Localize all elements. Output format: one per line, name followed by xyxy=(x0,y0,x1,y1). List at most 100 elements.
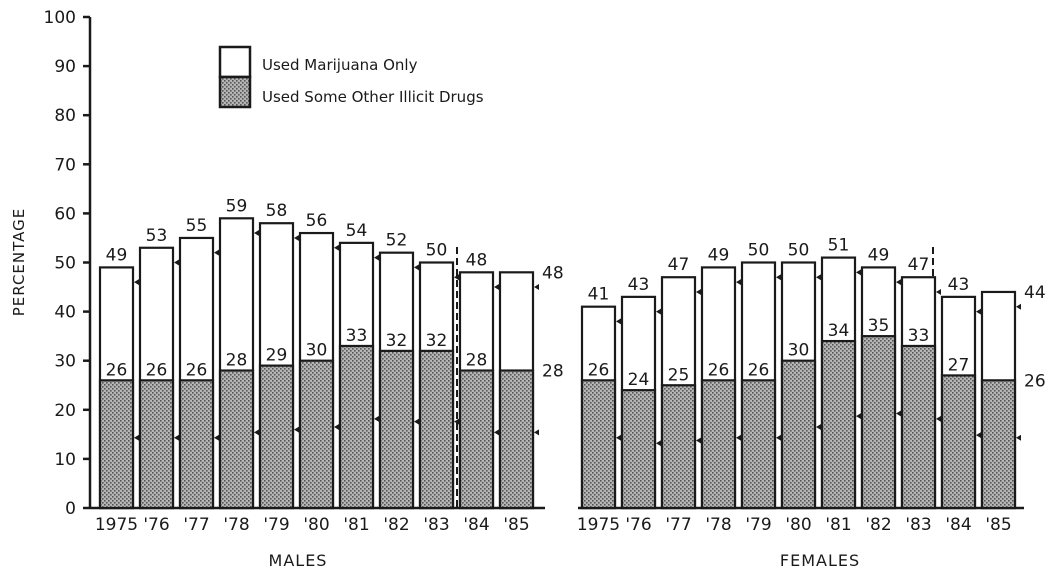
group-label-females: FEMALES xyxy=(780,551,860,570)
bar-tick-marker xyxy=(534,284,539,291)
x-tick-label: '76 xyxy=(143,515,169,535)
bar-other-drugs xyxy=(860,335,897,510)
data-label-other-drugs: 28 xyxy=(226,351,248,371)
bar-tick-marker xyxy=(454,274,459,281)
bar-tick-marker xyxy=(936,415,941,422)
legend-label-other-drugs: Used Some Other Illicit Drugs xyxy=(262,88,484,106)
data-label-other-drugs: 26 xyxy=(748,360,770,380)
data-label-backdrop xyxy=(785,340,812,359)
data-label-other-drugs: 26 xyxy=(106,360,128,380)
data-label-total: 44 xyxy=(1024,283,1046,303)
x-tick-label: '80 xyxy=(303,515,329,535)
data-label-backdrop xyxy=(463,350,490,369)
bar-tick-marker xyxy=(736,279,741,286)
data-label-total: 55 xyxy=(186,216,208,236)
bar-other-drugs xyxy=(740,379,777,510)
bar-other-drugs xyxy=(298,359,335,510)
data-label-backdrop xyxy=(625,370,652,389)
data-label-other-drugs: 27 xyxy=(948,355,970,375)
bar-other-drugs xyxy=(820,339,857,510)
y-tick-label: 0 xyxy=(65,499,76,519)
data-label-backdrop xyxy=(865,316,892,335)
y-tick-label: 70 xyxy=(54,155,76,175)
group-label-males: MALES xyxy=(269,551,328,570)
data-label-other-drugs: 25 xyxy=(668,365,690,385)
x-tick-label: '82 xyxy=(865,515,891,535)
x-tick-label: '85 xyxy=(503,515,529,535)
bar-tick-marker xyxy=(374,415,379,422)
bar-tick-marker xyxy=(816,274,821,281)
data-label-total: 50 xyxy=(788,241,810,261)
bar-tick-marker xyxy=(656,308,661,315)
bar-tick-marker xyxy=(174,434,179,441)
data-label-total: 43 xyxy=(948,275,970,295)
data-label-total: 48 xyxy=(542,263,564,283)
data-label-backdrop xyxy=(905,325,932,344)
data-label-other-drugs: 30 xyxy=(306,341,328,361)
bar-tick-marker xyxy=(214,249,219,256)
bar-tick-marker xyxy=(414,264,419,271)
y-tick-label: 50 xyxy=(54,254,76,274)
x-tick-label: 1975 xyxy=(577,515,620,535)
panel-females: 41 26 1975 43 24 '76 47 25 '77 49 26 '78 50 26 '79 50 30… xyxy=(577,236,1046,570)
y-tick-label: 90 xyxy=(54,57,76,77)
data-label-other-drugs: 28 xyxy=(466,351,488,371)
x-tick-label: '81 xyxy=(343,515,369,535)
data-label-other-drugs: 26 xyxy=(588,360,610,380)
data-label-other-drugs: 28 xyxy=(542,362,564,382)
bar-other-drugs xyxy=(218,369,255,510)
data-label-total: 43 xyxy=(628,275,650,295)
bar-tick-marker xyxy=(334,244,339,251)
bar-other-drugs xyxy=(98,379,135,510)
data-label-backdrop xyxy=(665,365,692,384)
legend-swatch-marijuana-only xyxy=(218,45,252,79)
data-label-backdrop xyxy=(705,360,732,379)
data-label-total: 52 xyxy=(386,231,408,251)
data-label-backdrop xyxy=(103,360,130,379)
bar-tick-marker xyxy=(294,426,299,433)
y-tick-label: 40 xyxy=(54,303,76,323)
data-label-total: 41 xyxy=(588,285,610,305)
bar-tick-marker xyxy=(736,434,741,441)
bar-tick-marker xyxy=(656,440,661,447)
bar-other-drugs xyxy=(700,379,737,510)
bar-other-drugs xyxy=(338,344,375,510)
x-tick-label: 1975 xyxy=(95,515,138,535)
x-tick-label: '83 xyxy=(905,515,931,535)
x-tick-label: '84 xyxy=(463,515,489,535)
bar-tick-marker xyxy=(134,434,139,441)
panel-males: 49 26 1975 53 26 '76 55 26 '77 59 28 '78 58 29 '79 56 30… xyxy=(90,196,564,570)
data-label-backdrop xyxy=(945,355,972,374)
data-label-other-drugs: 30 xyxy=(788,341,810,361)
bar-other-drugs xyxy=(780,359,817,510)
data-label-other-drugs: 26 xyxy=(1024,371,1046,391)
data-label-backdrop xyxy=(423,330,450,349)
bar-tick-marker xyxy=(1016,434,1021,441)
bar-tick-marker xyxy=(856,413,861,420)
y-tick-label: 60 xyxy=(54,204,76,224)
bar-tick-marker xyxy=(1016,303,1021,310)
data-label-other-drugs: 26 xyxy=(708,360,730,380)
data-label-total: 50 xyxy=(748,241,770,261)
bar-tick-marker xyxy=(896,279,901,286)
bar-tick-marker xyxy=(616,318,621,325)
data-label-other-drugs: 33 xyxy=(908,326,930,346)
legend-label-marijuana-only: Used Marijuana Only xyxy=(262,56,418,74)
x-tick-label: '81 xyxy=(825,515,851,535)
data-label-total: 47 xyxy=(668,255,690,275)
data-label-other-drugs: 29 xyxy=(266,346,288,366)
bar-other-drugs xyxy=(940,374,977,510)
data-label-total: 49 xyxy=(868,245,890,265)
data-label-backdrop xyxy=(263,345,290,364)
bar-tick-marker xyxy=(816,423,821,430)
legend: Used Marijuana Only Used Some Other Illi… xyxy=(218,45,484,109)
x-tick-label: '77 xyxy=(183,515,209,535)
x-tick-label: '79 xyxy=(745,515,771,535)
bar-tick-marker xyxy=(414,418,419,425)
bar-tick-marker xyxy=(254,429,259,436)
data-label-total: 50 xyxy=(426,241,448,261)
data-label-total: 59 xyxy=(226,196,248,216)
bar-tick-marker xyxy=(696,288,701,295)
data-label-backdrop xyxy=(343,325,370,344)
